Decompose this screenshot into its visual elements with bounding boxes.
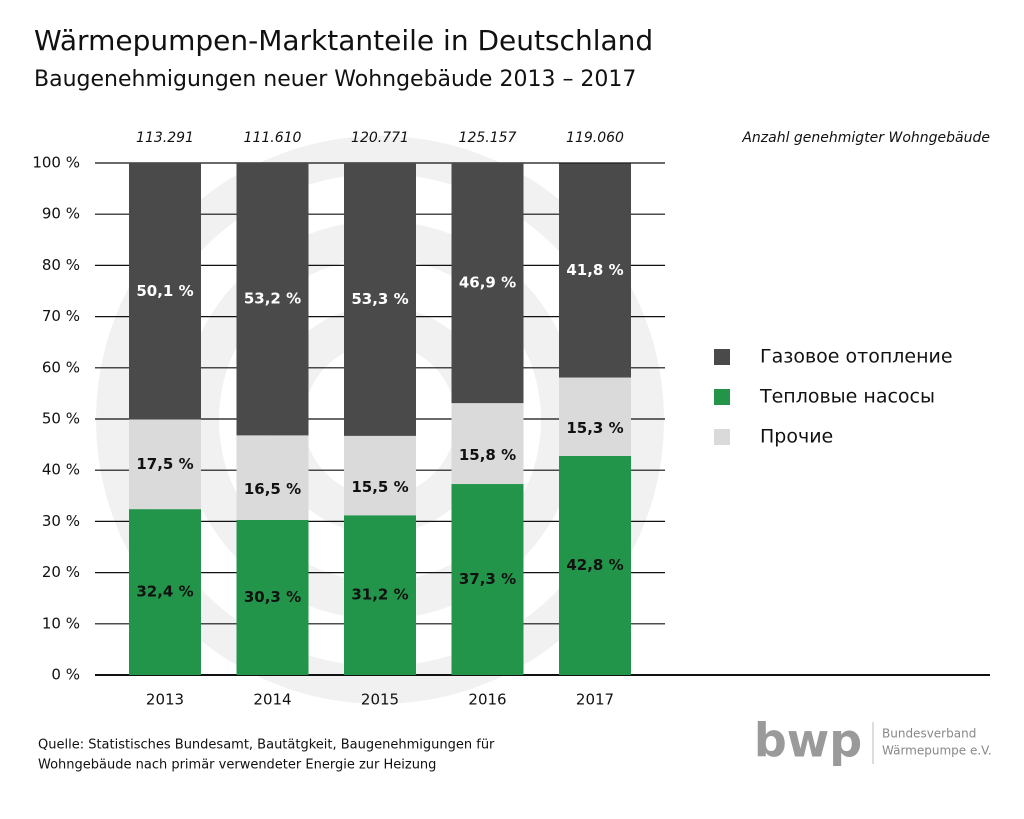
value-label: 15,5 % xyxy=(351,478,408,496)
y-tick-label: 0 % xyxy=(51,666,80,684)
bar-segment xyxy=(451,163,524,404)
logo-text: Bundesverband xyxy=(882,727,976,741)
y-tick-label: 50 % xyxy=(42,410,80,428)
value-label: 32,4 % xyxy=(136,583,193,601)
value-label: 37,3 % xyxy=(459,570,516,588)
logo-mark: bwp xyxy=(754,714,862,768)
y-tick-label: 30 % xyxy=(42,512,80,530)
legend-label: Тепловые насосы xyxy=(759,386,935,408)
source: Wohngebäude nach primär verwendeter Ener… xyxy=(38,758,436,773)
bar-segment xyxy=(559,455,631,675)
value-label: 41,8 % xyxy=(566,261,623,279)
bar-segment xyxy=(451,484,524,675)
bar-segment xyxy=(129,509,201,675)
bar-segment xyxy=(344,435,416,516)
y-tick-label: 20 % xyxy=(42,563,80,581)
y-tick-label: 40 % xyxy=(42,461,80,479)
total-label: 111.610 xyxy=(244,130,302,146)
y-tick-label: 100 % xyxy=(32,154,80,172)
bar-segment xyxy=(236,435,309,520)
total-label: 113.291 xyxy=(136,130,194,146)
bar-segment xyxy=(344,163,416,436)
logo-text: Wärmepumpe e.V. xyxy=(882,744,992,758)
legend-label: Газовое отопление xyxy=(760,346,953,368)
value-label: 17,5 % xyxy=(136,455,193,473)
value-label: 15,8 % xyxy=(459,446,516,464)
chart-subtitle: Baugenehmigungen neuer Wohngebäude 2013 … xyxy=(34,67,636,92)
x-tick-label: 2014 xyxy=(253,691,291,709)
total-label: 120.771 xyxy=(351,130,409,146)
legend-swatch xyxy=(714,389,730,405)
value-label: 50,1 % xyxy=(136,282,193,300)
legend-label: Прочие xyxy=(760,426,833,448)
y-tick-label: 80 % xyxy=(42,256,80,274)
value-label: 42,8 % xyxy=(566,556,623,574)
x-tick-label: 2015 xyxy=(361,691,399,709)
bar-segment xyxy=(559,377,631,456)
value-label: 53,2 % xyxy=(244,290,301,308)
bar-segment xyxy=(236,163,309,436)
chart-title: Wärmepumpen-Marktanteile in Deutschland xyxy=(34,24,653,57)
value-label: 30,3 % xyxy=(244,588,301,606)
y-tick-label: 90 % xyxy=(42,205,80,223)
total-label: 119.060 xyxy=(566,130,624,146)
value-label: 15,3 % xyxy=(566,419,623,437)
bar-segment xyxy=(559,163,631,378)
bar-segment xyxy=(451,403,524,485)
value-label: 46,9 % xyxy=(459,274,516,292)
x-tick-label: 2016 xyxy=(468,691,506,709)
bar-segment xyxy=(236,519,309,675)
legend-swatch xyxy=(714,349,730,365)
total-label: 125.157 xyxy=(459,130,517,146)
value-label: 53,3 % xyxy=(351,290,408,308)
source: Quelle: Statistisches Bundesamt, Bautätg… xyxy=(38,738,495,753)
bar-segment xyxy=(129,419,201,510)
y-tick-label: 10 % xyxy=(42,614,80,632)
bar-segment xyxy=(129,163,201,420)
x-tick-label: 2017 xyxy=(576,691,614,709)
value-label: 31,2 % xyxy=(351,586,408,604)
x-tick-label: 2013 xyxy=(146,691,184,709)
y-tick-label: 70 % xyxy=(42,307,80,325)
legend-swatch xyxy=(714,429,730,445)
bar-segment xyxy=(344,515,416,675)
y-tick-label: 60 % xyxy=(42,358,80,376)
value-label: 16,5 % xyxy=(244,480,301,498)
totals-label: Anzahl genehmigter Wohngebäude xyxy=(741,130,990,146)
